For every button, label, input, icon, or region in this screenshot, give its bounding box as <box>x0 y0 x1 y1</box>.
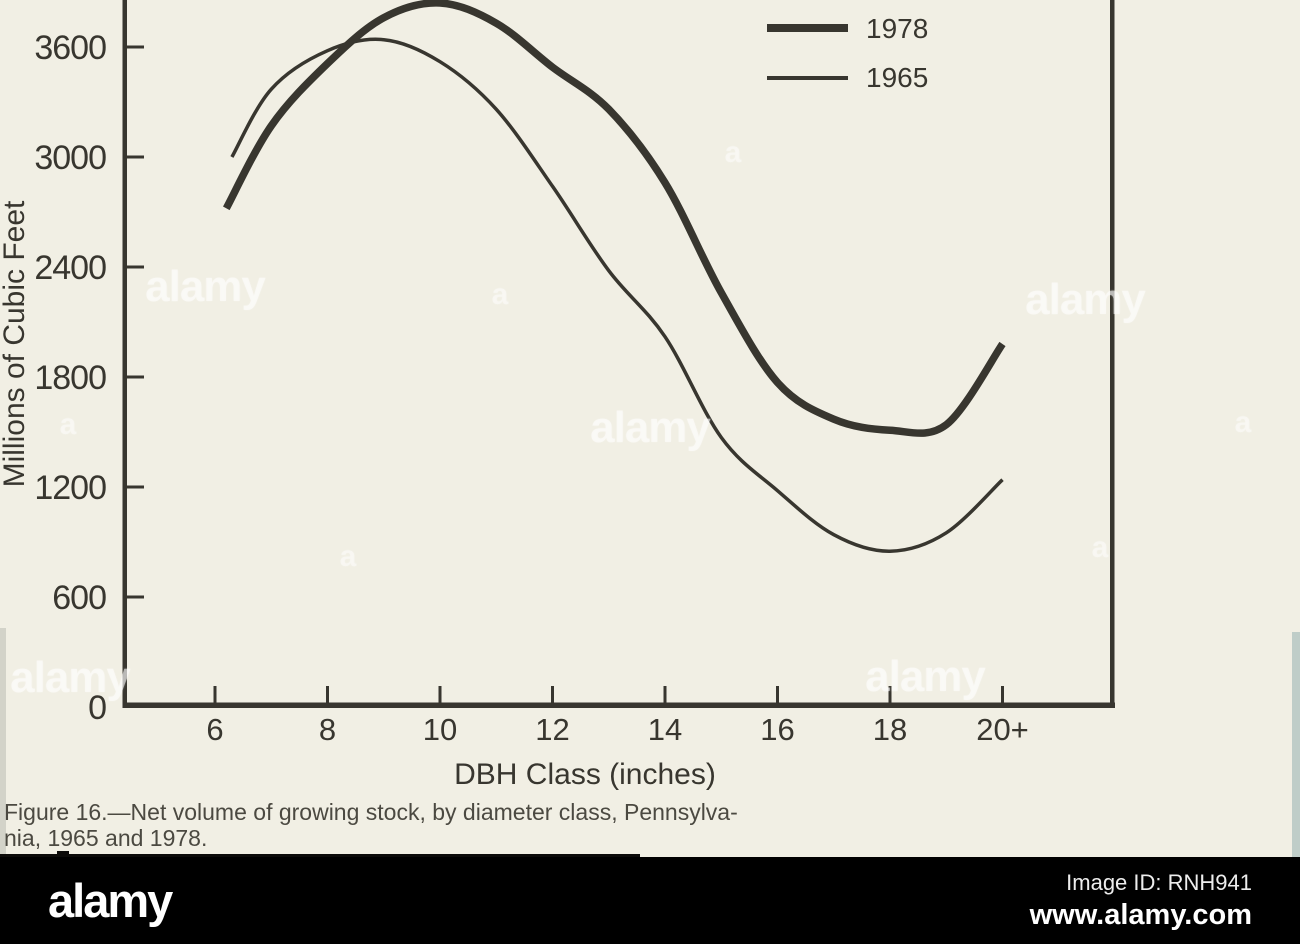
x-axis-tick-label: 12 <box>535 712 570 747</box>
x-axis-tick-label: 10 <box>422 712 458 747</box>
scan-edge-left <box>0 628 6 857</box>
y-axis-tick-label: 1800 <box>34 359 107 397</box>
series-line-1965 <box>230 37 1004 553</box>
y-axis-title: Millions of Cubic Feet <box>0 200 31 488</box>
y-axis-tick-label: 600 <box>52 579 107 617</box>
y-axis-tick-label: 3600 <box>34 29 107 67</box>
x-axis-tick-label: 16 <box>760 712 795 747</box>
figure-caption-line2: nia, 1965 and 1978. <box>4 825 208 851</box>
scan-edge-right <box>1292 632 1300 857</box>
chart-canvas <box>122 0 1115 708</box>
x-axis-tick-label: 6 <box>206 712 224 747</box>
y-axis-tick-label: 1200 <box>34 469 107 507</box>
x-axis-tick-label: 8 <box>318 712 337 747</box>
legend-label-1978: 1978 <box>866 13 929 44</box>
x-axis-tick-label: 20+ <box>976 712 1029 747</box>
alamy-logo: alamy <box>48 874 173 927</box>
y-axis-tick-label: 2400 <box>34 249 107 287</box>
website-label: www.alamy.com <box>1029 898 1252 931</box>
alamy-footer-bar: alamy Image ID: RNH941 www.alamy.com <box>0 857 1300 944</box>
image-id-label: Image ID: RNH941 <box>1066 869 1252 895</box>
scan-artifact <box>0 854 640 858</box>
legend-swatch-1965 <box>767 76 848 80</box>
scanned-figure: 3600 3000 2400 1800 1200 600 0 6 8 10 12 14 16 18 20+… <box>0 0 1300 858</box>
footer-credits: Image ID: RNH941 www.alamy.com <box>1030 870 1252 932</box>
y-axis-tick-label: 0 <box>88 689 107 727</box>
x-axis-tick-label: 18 <box>872 712 908 747</box>
legend-label-1965: 1965 <box>866 62 929 93</box>
figure-caption: Figure 16.—Net volume of growing stock, … <box>4 799 844 851</box>
x-axis-tick-label: 14 <box>647 712 683 747</box>
legend-swatch-1978 <box>767 24 848 32</box>
figure-caption-line1: Figure 16.—Net volume of growing stock, … <box>4 799 738 825</box>
series-line-1978 <box>223 0 1006 437</box>
y-axis-tick-label: 3000 <box>34 139 107 177</box>
x-axis-title: DBH Class (inches) <box>454 758 716 791</box>
